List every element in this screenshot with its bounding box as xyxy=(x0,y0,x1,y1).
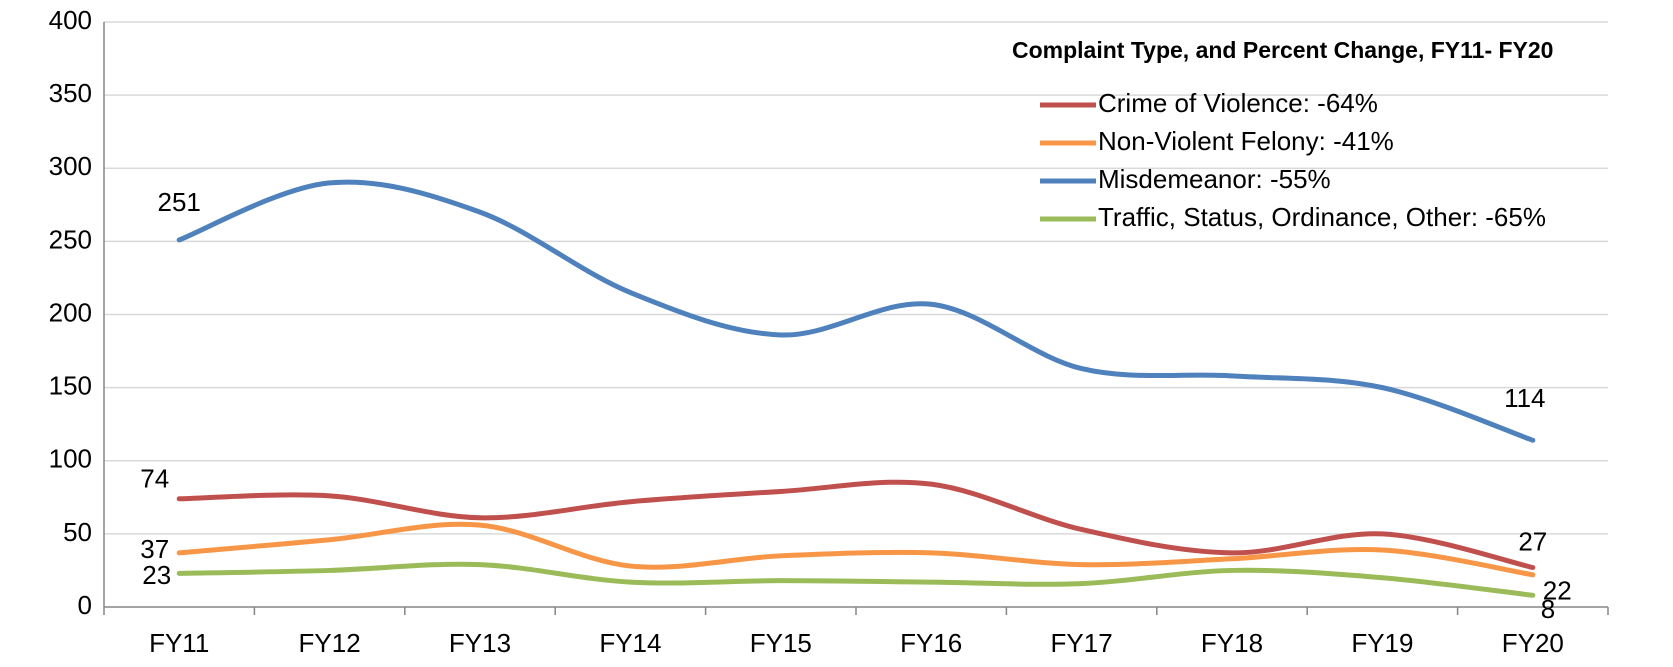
y-tick-label: 300 xyxy=(49,151,92,181)
data-label: 23 xyxy=(142,560,171,590)
x-tick-label: FY13 xyxy=(449,628,511,658)
data-label: 37 xyxy=(140,534,169,564)
x-tick-label: FY16 xyxy=(900,628,962,658)
data-label: 27 xyxy=(1518,526,1547,556)
series-line xyxy=(176,479,1536,571)
y-tick-label: 50 xyxy=(63,517,92,547)
x-tick-label: FY15 xyxy=(750,628,812,658)
data-label: 8 xyxy=(1541,594,1555,624)
x-tick-label: FY14 xyxy=(599,628,661,658)
y-tick-label: 0 xyxy=(78,590,92,620)
y-tick-label: 250 xyxy=(49,224,92,254)
x-tick-label: FY18 xyxy=(1201,628,1263,658)
y-tick-label: 100 xyxy=(49,444,92,474)
data-label: 114 xyxy=(1504,383,1545,413)
data-label: 74 xyxy=(140,464,169,494)
legend-label: Crime of Violence: -64% xyxy=(1098,88,1378,118)
y-tick-label: 350 xyxy=(49,78,92,108)
y-tick-label: 400 xyxy=(49,5,92,35)
x-tick-label: FY17 xyxy=(1051,628,1113,658)
data-label: 251 xyxy=(158,187,201,217)
x-tick-label: FY20 xyxy=(1502,628,1564,658)
x-tick-label: FY19 xyxy=(1351,628,1413,658)
y-tick-label: 200 xyxy=(49,297,92,327)
legend-label: Misdemeanor: -55% xyxy=(1098,164,1331,194)
series-line xyxy=(176,561,1536,598)
x-tick-label: FY12 xyxy=(299,628,361,658)
series-line xyxy=(176,521,1536,578)
series-line xyxy=(176,179,1536,443)
y-tick-label: 150 xyxy=(49,371,92,401)
x-tick-label: FY11 xyxy=(149,628,209,658)
legend-label: Non-Violent Felony: -41% xyxy=(1098,126,1394,156)
legend-label: Traffic, Status, Ordinance, Other: -65% xyxy=(1098,202,1546,232)
legend-title: Complaint Type, and Percent Change, FY11… xyxy=(1012,37,1553,63)
data-label: 22 xyxy=(1543,576,1572,606)
